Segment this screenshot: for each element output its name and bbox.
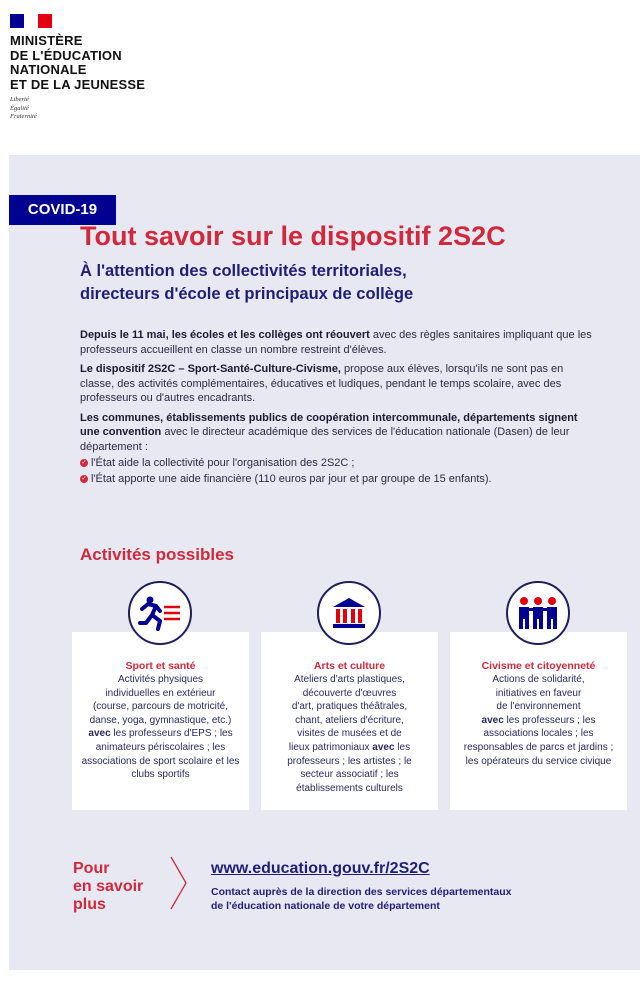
ministry-line: DE L'ÉDUCATION xyxy=(10,47,122,63)
paragraph: Depuis le 11 mai, les écoles et les coll… xyxy=(80,328,600,357)
paragraph-text: avec le directeur académique des service… xyxy=(80,426,570,453)
card-line: chant, ateliers d'écriture, xyxy=(295,714,404,726)
activity-card-sport: Sport et santé Activités physiques indiv… xyxy=(72,632,249,810)
card-title: Sport et santé xyxy=(125,660,196,672)
activities-title: Activités possibles xyxy=(80,545,235,564)
check-icon: ✓ xyxy=(80,459,88,468)
contact-line: de l'éducation nationale de votre départ… xyxy=(211,900,440,912)
card-line: danse, yoga, gymnastique, etc.) xyxy=(89,714,232,726)
website-link[interactable]: www.education.gouv.fr/2S2C xyxy=(211,860,430,877)
card-line: visites de musées et de xyxy=(297,728,402,740)
french-flag-icon xyxy=(10,14,52,28)
paragraph-bold: Les communes, établissements publics de … xyxy=(80,411,578,439)
card-rest: les professeurs d'EPS ; les animateurs p… xyxy=(81,728,240,781)
ministry-logo: MINISTÈRE DE L'ÉDUCATION NATIONALE ET DE… xyxy=(10,14,145,122)
learn-more-line: en savoir xyxy=(73,878,144,895)
page-title: Tout savoir sur le dispositif 2S2C xyxy=(80,221,506,251)
subtitle: À l'attention des collectivités territor… xyxy=(80,260,413,306)
bullet-item: ✓ l'État aide la collectivité pour l'orga… xyxy=(80,456,600,471)
intro-text: Depuis le 11 mai, les écoles et les coll… xyxy=(80,328,600,487)
learn-more-label: Pour en savoir plus xyxy=(73,860,143,914)
card-line: initiatives en faveur xyxy=(495,687,582,699)
subtitle-line: À l'attention des collectivités territor… xyxy=(80,262,407,280)
subtitle-line: directeurs d'école et principaux de coll… xyxy=(80,285,414,303)
motto: Liberté Égalité Fraternité xyxy=(10,96,145,122)
contact-line: Contact auprès de la direction des servi… xyxy=(211,886,512,898)
card-avec: avec xyxy=(481,714,504,726)
card-line: lieux patrimoniaux xyxy=(288,741,370,753)
card-partners: avec les professeurs d'EPS ; les animate… xyxy=(72,727,249,781)
card-line: Actions de solidarité, xyxy=(492,674,585,685)
card-line: Activités physiques xyxy=(117,674,204,685)
bullet-text: l'État apporte une aide financière (110 … xyxy=(91,472,492,485)
motto-line: Fraternité xyxy=(10,113,37,120)
card-rest: les professeurs ; les artistes ; le sect… xyxy=(287,741,412,794)
learn-more-line: Pour xyxy=(73,860,110,877)
museum-icon xyxy=(317,581,381,645)
paragraph: Les communes, établissements publics de … xyxy=(80,411,600,455)
contact-text: Contact auprès de la direction des servi… xyxy=(211,885,512,913)
learn-more-line: plus xyxy=(73,896,106,913)
card-partners: lieux patrimoniaux avec les professeurs … xyxy=(261,741,438,795)
bullet-item: ✓ l'État apporte une aide financière (110… xyxy=(80,472,600,487)
card-partners: avec les professeurs ; les associations … xyxy=(450,714,627,768)
paragraph-bold: Le dispositif 2S2C – Sport-Santé-Culture… xyxy=(80,363,341,375)
card-line: Ateliers d'arts plastiques, xyxy=(294,674,405,685)
people-icon xyxy=(506,581,570,645)
card-title: Civisme et citoyenneté xyxy=(481,660,596,672)
paragraph-text: propose aux élèves, lorsqu'ils ne sont p… xyxy=(80,363,564,404)
check-icon: ✓ xyxy=(80,474,88,483)
bullet-text: l'État aide la collectivité pour l'organ… xyxy=(91,457,355,469)
card-rest: les professeurs ; les associations local… xyxy=(463,714,614,767)
chevron-right-icon xyxy=(170,856,187,910)
paragraph-text: avec des règles sanitaires impliquant qu… xyxy=(80,329,592,356)
card-line: d'art, pratiques théâtrales, xyxy=(291,701,408,713)
card-avec: avec xyxy=(88,728,111,740)
content-panel: COVID-19 Tout savoir sur le dispositif 2… xyxy=(9,155,640,970)
card-line: individuelles en extérieur xyxy=(105,687,216,699)
ministry-line: NATIONALE xyxy=(10,62,87,77)
card-avec: avec xyxy=(372,741,395,753)
card-title: Arts et culture xyxy=(313,660,386,672)
card-line: de l'environnement xyxy=(496,701,581,713)
covid-badge: COVID-19 xyxy=(9,195,116,225)
activity-card-civisme: Civisme et citoyenneté Actions de solida… xyxy=(450,632,627,810)
paragraph-bold: Depuis le 11 mai, les écoles et les coll… xyxy=(80,329,370,341)
ministry-line: ET DE LA JEUNESSE xyxy=(10,76,146,92)
activity-card-arts: Arts et culture Ateliers d'arts plastiqu… xyxy=(261,632,438,810)
ministry-line: MINISTÈRE xyxy=(10,33,83,48)
paragraph: Le dispositif 2S2C – Sport-Santé-Culture… xyxy=(80,362,600,406)
ministry-name: MINISTÈRE DE L'ÉDUCATION NATIONALE ET DE… xyxy=(10,33,146,92)
runner-icon xyxy=(128,581,192,645)
card-line: (course, parcours de motricité, xyxy=(92,701,229,713)
card-line: découverte d'œuvres xyxy=(302,687,397,699)
motto-line: Liberté xyxy=(10,96,29,103)
motto-line: Égalité xyxy=(10,104,29,112)
